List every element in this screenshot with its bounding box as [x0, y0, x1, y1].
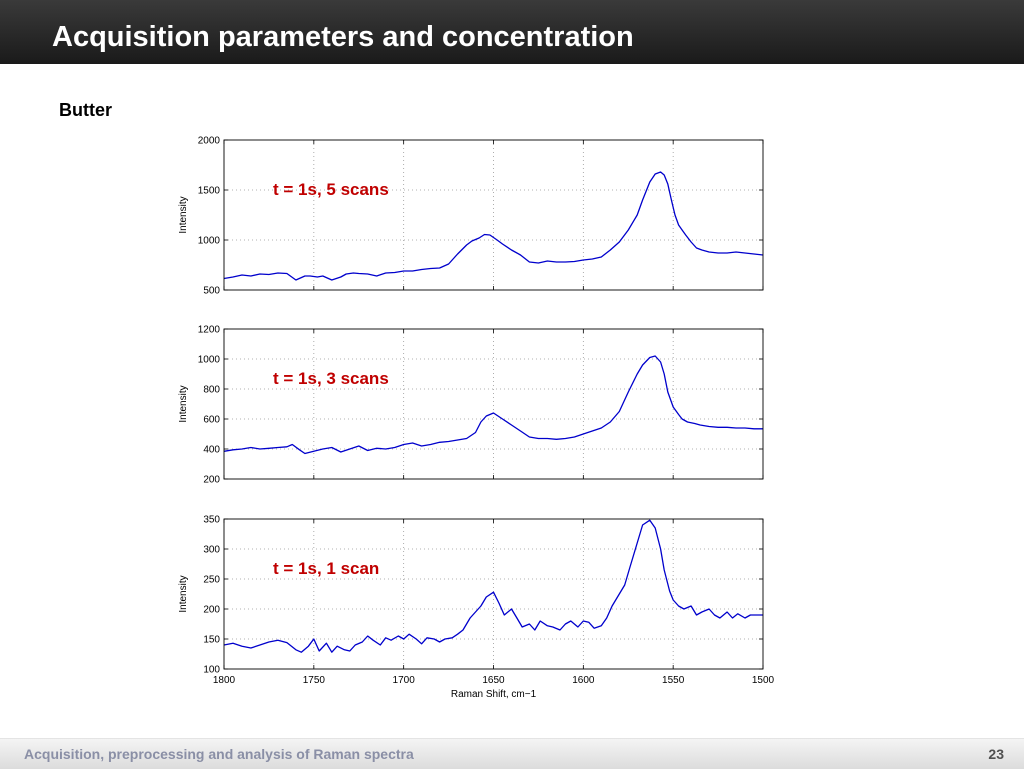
- y-axis-label: Intensity: [178, 196, 189, 233]
- y-tick-label: 250: [203, 575, 220, 586]
- y-tick-label: 200: [203, 605, 220, 616]
- plot-frame: [223, 139, 764, 291]
- y-tick-label: 500: [203, 286, 220, 297]
- y-tick-label: 800: [203, 385, 220, 396]
- x-tick-label: 1700: [393, 675, 416, 686]
- y-tick-label: 2000: [198, 136, 221, 147]
- page-number: 23: [988, 746, 1004, 762]
- x-tick-label: 1800: [213, 675, 236, 686]
- chart-panel-3: 100 150 200 250 300 350 1800 1750 1700 1650 1600 15…: [178, 515, 775, 701]
- x-tick-label: 1550: [662, 675, 685, 686]
- sample-label: Butter: [59, 100, 112, 120]
- spectrum-line: [223, 355, 763, 455]
- scan-annotation: t = 1s, 3 scans: [273, 369, 389, 388]
- scan-annotation: t = 1s, 5 scans: [273, 180, 389, 199]
- y-tick-label: 1000: [198, 355, 221, 366]
- plot-area: [224, 519, 763, 669]
- plot-frame: [223, 328, 764, 480]
- y-tick-label: 600: [203, 415, 220, 426]
- chart-panel-2: 200 400 600 800 1000 1200 Intensity t = 1s, 3 s…: [178, 325, 764, 486]
- y-axis-label: Intensity: [178, 575, 189, 612]
- scan-annotation: t = 1s, 1 scan: [273, 559, 379, 578]
- chart-panel-1: 500 1000 1500 2000 Intensity t = 1s, 5 scans: [178, 136, 764, 297]
- y-tick-label: 400: [203, 445, 220, 456]
- spectrum-line: [223, 171, 764, 281]
- plot-frame: [223, 518, 764, 670]
- y-tick-label: 300: [203, 545, 220, 556]
- y-tick-label: 1200: [198, 325, 221, 336]
- plot-area: [224, 329, 763, 479]
- y-axis-label: Intensity: [178, 385, 189, 422]
- y-tick-label: 200: [203, 475, 220, 486]
- y-tick-label: 1000: [198, 236, 221, 247]
- x-tick-label: 1750: [303, 675, 326, 686]
- x-tick-label: 1600: [572, 675, 595, 686]
- y-tick-label: 100: [203, 665, 220, 676]
- footer-text: Acquisition, preprocessing and analysis …: [24, 746, 414, 762]
- x-axis-label: Raman Shift, cm−1: [451, 689, 537, 700]
- plot-area: [224, 140, 763, 290]
- slide-title: Acquisition parameters and concentration: [52, 21, 634, 53]
- y-tick-label: 350: [203, 515, 220, 526]
- y-tick-label: 1500: [198, 186, 221, 197]
- spectrum-line: [223, 519, 763, 653]
- header-bar: Acquisition parameters and concentration: [0, 0, 1024, 64]
- y-tick-label: 150: [203, 635, 220, 646]
- footer-bar: Acquisition, preprocessing and analysis …: [0, 738, 1024, 769]
- x-tick-label: 1500: [752, 675, 775, 686]
- x-tick-label: 1650: [482, 675, 505, 686]
